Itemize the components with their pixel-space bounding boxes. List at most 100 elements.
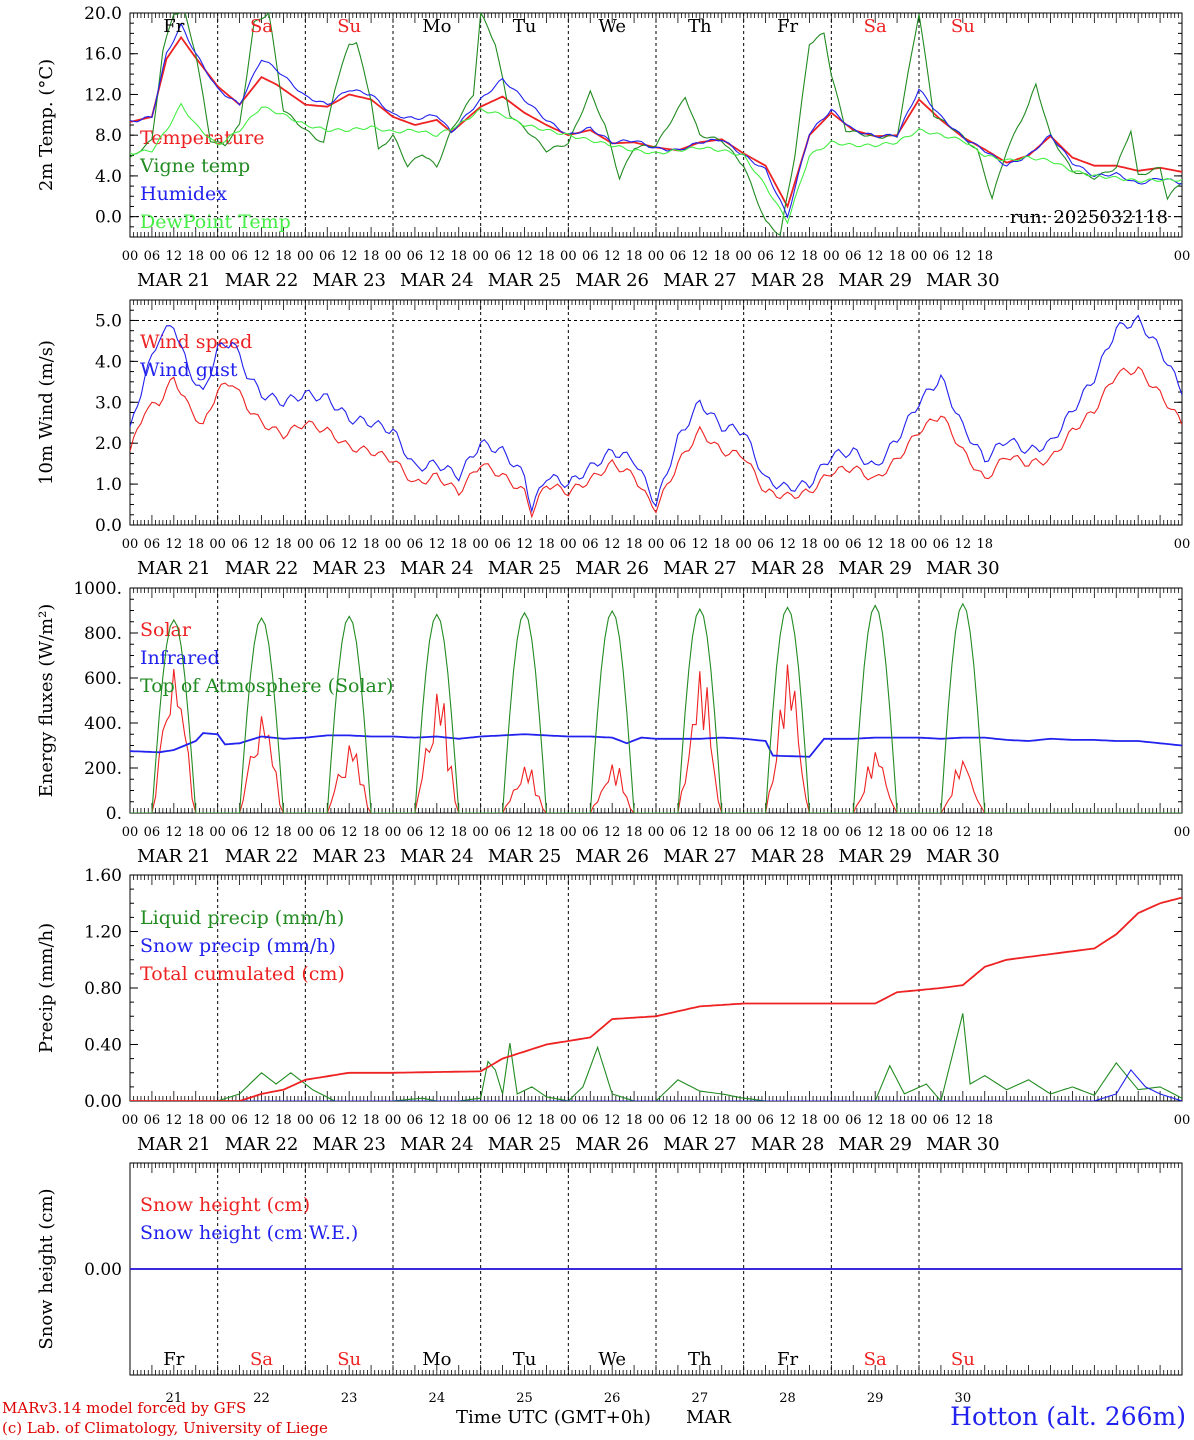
hour-tick-label: 00: [385, 249, 402, 264]
model-credit: MARv3.14 model forced by GFS: [2, 1399, 247, 1417]
hour-tick-label: 18: [976, 825, 993, 840]
hour-tick-label: 18: [450, 825, 467, 840]
hour-tick-label: 12: [341, 249, 358, 264]
hour-tick-label: 00: [823, 825, 840, 840]
legend-entry: Snow height (cm W.E.): [140, 1222, 358, 1244]
hour-tick-label: 06: [845, 1113, 862, 1128]
hour-tick-label: 00: [648, 249, 665, 264]
weekday-label: Fr: [777, 1349, 798, 1370]
y-tick-label: 800.: [84, 624, 122, 644]
hour-tick-label: 00: [648, 1113, 665, 1128]
series-line-0: [130, 366, 1182, 519]
y-tick-label: 0.0: [95, 516, 122, 536]
hour-tick-label: 12: [955, 249, 972, 264]
weekday-label: Sa: [250, 1349, 273, 1370]
hour-tick-label: 00: [385, 1113, 402, 1128]
hour-tick-label: 06: [319, 825, 336, 840]
hour-tick-label: 06: [845, 249, 862, 264]
y-tick-label: 0.00: [84, 1092, 122, 1112]
hour-tick-label: 18: [538, 249, 555, 264]
hour-tick-label: 12: [692, 537, 709, 552]
date-label: MAR 21: [137, 846, 211, 867]
lab-credit: (c) Lab. of Climatology, University of L…: [2, 1419, 328, 1437]
hour-tick-label: 18: [889, 1113, 906, 1128]
hour-tick-label: 00: [1174, 249, 1191, 264]
weekday-label: Fr: [163, 16, 184, 37]
hour-tick-label: 18: [450, 537, 467, 552]
date-label: MAR 28: [751, 270, 825, 291]
hour-tick-label: 06: [670, 537, 687, 552]
hour-tick-label: 18: [187, 1113, 204, 1128]
date-label: MAR 23: [312, 558, 386, 579]
hour-tick-label: 00: [385, 825, 402, 840]
date-label: MAR 29: [838, 846, 912, 867]
weekday-label: Fr: [163, 1349, 184, 1370]
hour-tick-label: 06: [144, 537, 161, 552]
hour-tick-label: 06: [494, 249, 511, 264]
date-label: MAR 26: [575, 558, 649, 579]
hour-tick-label: 18: [363, 537, 380, 552]
hour-tick-label: 12: [429, 825, 446, 840]
date-label: MAR 25: [488, 270, 562, 291]
hour-tick-label: 12: [253, 1113, 270, 1128]
date-label: MAR 24: [400, 270, 474, 291]
legend-entry: Top of Atmosphere (Solar): [140, 675, 393, 697]
hour-tick-label: 00: [385, 537, 402, 552]
y-tick-label: 200.: [84, 759, 122, 779]
hour-tick-label: 18: [538, 825, 555, 840]
hour-tick-label: 06: [407, 249, 424, 264]
hour-tick-label: 12: [429, 537, 446, 552]
hour-tick-label: 00: [911, 537, 928, 552]
hour-tick-label: 06: [494, 825, 511, 840]
hour-tick-label: 06: [407, 825, 424, 840]
station-name: Hotton (alt. 266m): [950, 1402, 1186, 1431]
weekday-label: Su: [951, 16, 975, 37]
hour-tick-label: 06: [144, 1113, 161, 1128]
date-label: MAR 22: [225, 270, 299, 291]
hour-tick-label: 12: [867, 1113, 884, 1128]
hour-tick-label: 00: [472, 1113, 489, 1128]
hour-tick-label: 00: [297, 249, 314, 264]
hour-tick-label: 18: [801, 537, 818, 552]
date-label: MAR 26: [575, 846, 649, 867]
y-axis-label: Energy fluxes (W/m²): [36, 604, 57, 798]
hour-tick-label: 00: [209, 537, 226, 552]
y-axis-label: 10m Wind (m/s): [36, 340, 57, 485]
day-number-label: 25: [516, 1391, 533, 1406]
hour-tick-label: 00: [911, 1113, 928, 1128]
hour-tick-label: 00: [1174, 1113, 1191, 1128]
hour-tick-label: 06: [757, 249, 774, 264]
hour-tick-label: 12: [516, 1113, 533, 1128]
weekday-label: We: [598, 1349, 626, 1370]
hour-tick-label: 18: [275, 249, 292, 264]
y-tick-label: 1.0: [95, 475, 122, 495]
y-axis-label: Precip (mm/h): [36, 923, 57, 1053]
date-label: MAR 23: [312, 846, 386, 867]
legend-entry: Humidex: [140, 183, 227, 205]
date-label: MAR 27: [663, 558, 737, 579]
hour-tick-label: 18: [626, 1113, 643, 1128]
hour-tick-label: 12: [516, 249, 533, 264]
hour-tick-label: 12: [429, 249, 446, 264]
hour-tick-label: 06: [757, 537, 774, 552]
date-label: MAR 21: [137, 558, 211, 579]
hour-tick-label: 06: [582, 249, 599, 264]
hour-tick-label: 18: [626, 249, 643, 264]
date-label: MAR 21: [137, 270, 211, 291]
hour-tick-label: 18: [275, 825, 292, 840]
hour-tick-label: 12: [955, 1113, 972, 1128]
legend-entry: Liquid precip (mm/h): [140, 907, 344, 929]
hour-tick-label: 00: [911, 825, 928, 840]
weekday-label: Th: [688, 1349, 712, 1370]
legend-entry: Snow height (cm): [140, 1194, 310, 1216]
weekday-label: Sa: [250, 16, 273, 37]
hour-tick-label: 00: [472, 537, 489, 552]
hour-tick-label: 06: [582, 537, 599, 552]
legend-entry: Solar: [140, 619, 192, 641]
weekday-label: Th: [688, 16, 712, 37]
date-label: MAR 24: [400, 1134, 474, 1155]
day-number-label: 27: [692, 1391, 709, 1406]
hour-tick-label: 00: [735, 1113, 752, 1128]
hour-tick-label: 00: [209, 825, 226, 840]
